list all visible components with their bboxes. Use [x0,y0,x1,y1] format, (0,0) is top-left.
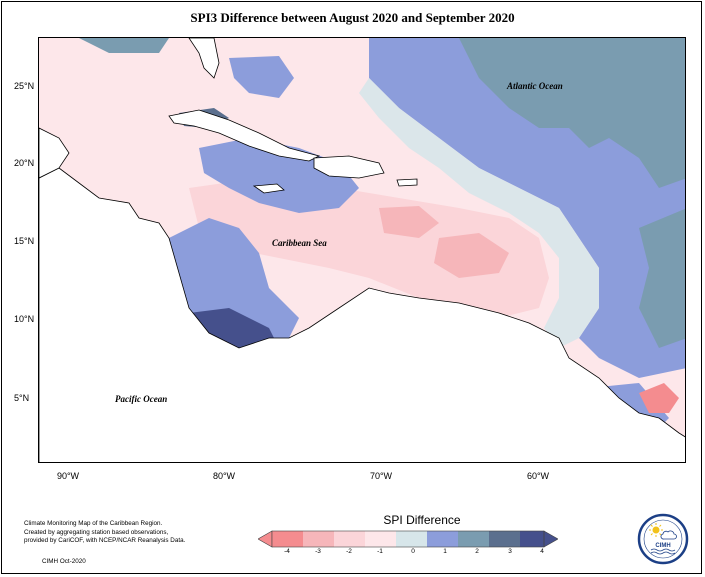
credits-line-1: Climate Monitoring Map of the Caribbean … [24,520,163,527]
legend-title: SPI Difference [383,513,461,527]
label-atlantic-ocean: Atlantic Ocean [507,81,563,91]
y-tick-25n: 25°N [14,81,35,91]
land-puerto-rico [396,178,418,187]
legend-swatch-m1 [365,531,396,547]
cimh-logo: CIMH [637,513,689,565]
legend-tick-m1: -1 [377,548,383,555]
label-caribbean-sea: Caribbean Sea [272,238,327,248]
atlantic-steel-south [639,208,685,348]
cloud-icon [660,530,677,540]
credits-line-3: provided by CariCOF, with NCEP/NCAR Rean… [24,537,186,544]
neutral-band [359,78,599,348]
land-hispaniola [313,155,385,179]
legend-tick-0: 0 [411,548,415,555]
y-tick-10n: 10°N [14,314,35,324]
map-area: Atlantic Ocean Caribbean Sea Pacific Oce… [38,37,686,463]
legend-tick-m4: -4 [284,548,290,555]
logo-text: CIMH [655,543,670,549]
land-florida [188,38,220,79]
legend-tick-m3: -3 [315,548,321,555]
panama-navy [189,308,279,348]
credits-date: CIMH Oct-2020 [42,558,86,565]
sun-icon [649,523,663,537]
credits-block: Climate Monitoring Map of the Caribbean … [24,520,224,546]
legend-tick-p2: 2 [475,548,479,555]
legend-swatch-m3 [303,531,334,547]
legend-swatch-m2 [334,531,365,547]
legend-swatch-0 [396,531,427,547]
bahamas-blue [229,56,294,98]
label-pacific-ocean: Pacific Ocean [115,394,168,404]
legend-tick-p4: 4 [540,548,544,555]
legend-arrow-right [543,530,558,548]
legend-swatch-m4 [272,531,303,547]
x-tick-60w: 60°W [526,471,550,481]
legend-swatch-p4 [520,531,544,547]
legend-arrow-left [258,530,273,548]
y-tick-5n: 5°N [14,393,30,403]
caribbean-pink-field [189,178,549,318]
atlantic-steel-field [459,38,685,188]
land-cuba [168,109,321,162]
x-tick-90w: 90°W [56,471,80,481]
legend-tick-p3: 3 [508,548,512,555]
land-jamaica [252,183,285,194]
gulf-blue [79,38,169,53]
x-tick-70w: 70°W [369,471,393,481]
map-title: SPI3 Difference between August 2020 and … [190,10,515,25]
y-tick-15n: 15°N [14,236,35,246]
legend-swatch-p2 [458,531,489,547]
guianas-red [639,383,679,413]
west-carib-blue [169,218,299,338]
central-carib-blue [199,138,359,213]
deep-pink-patch-2 [434,233,509,278]
legend-colorbar [258,530,558,548]
land-mexico-north [39,127,70,179]
legend-tick-p1: 1 [443,548,447,555]
legend-swatch-p1 [427,531,458,547]
y-tick-20n: 20°N [14,158,35,168]
x-tick-80w: 80°W [212,471,236,481]
legend-tick-m2: -2 [346,548,352,555]
land-central-america [39,167,685,462]
deep-pink-patch [379,206,439,238]
waves-icon [650,548,676,555]
credits-line-2: Created by aggregating station based obs… [24,528,169,536]
legend-swatch-p3 [489,531,520,547]
